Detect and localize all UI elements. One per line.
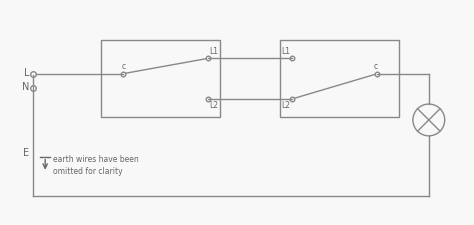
- Text: c: c: [122, 62, 126, 71]
- Text: L1: L1: [209, 47, 218, 56]
- Text: L2: L2: [282, 101, 291, 110]
- Text: N: N: [22, 82, 29, 92]
- Text: L1: L1: [282, 47, 291, 56]
- Bar: [101, 40, 220, 117]
- Text: E: E: [23, 148, 29, 158]
- Text: c: c: [374, 62, 378, 71]
- Text: L2: L2: [209, 101, 218, 110]
- Text: earth wires have been
omitted for clarity: earth wires have been omitted for clarit…: [53, 155, 139, 176]
- Bar: [280, 40, 399, 117]
- Text: L: L: [24, 68, 29, 78]
